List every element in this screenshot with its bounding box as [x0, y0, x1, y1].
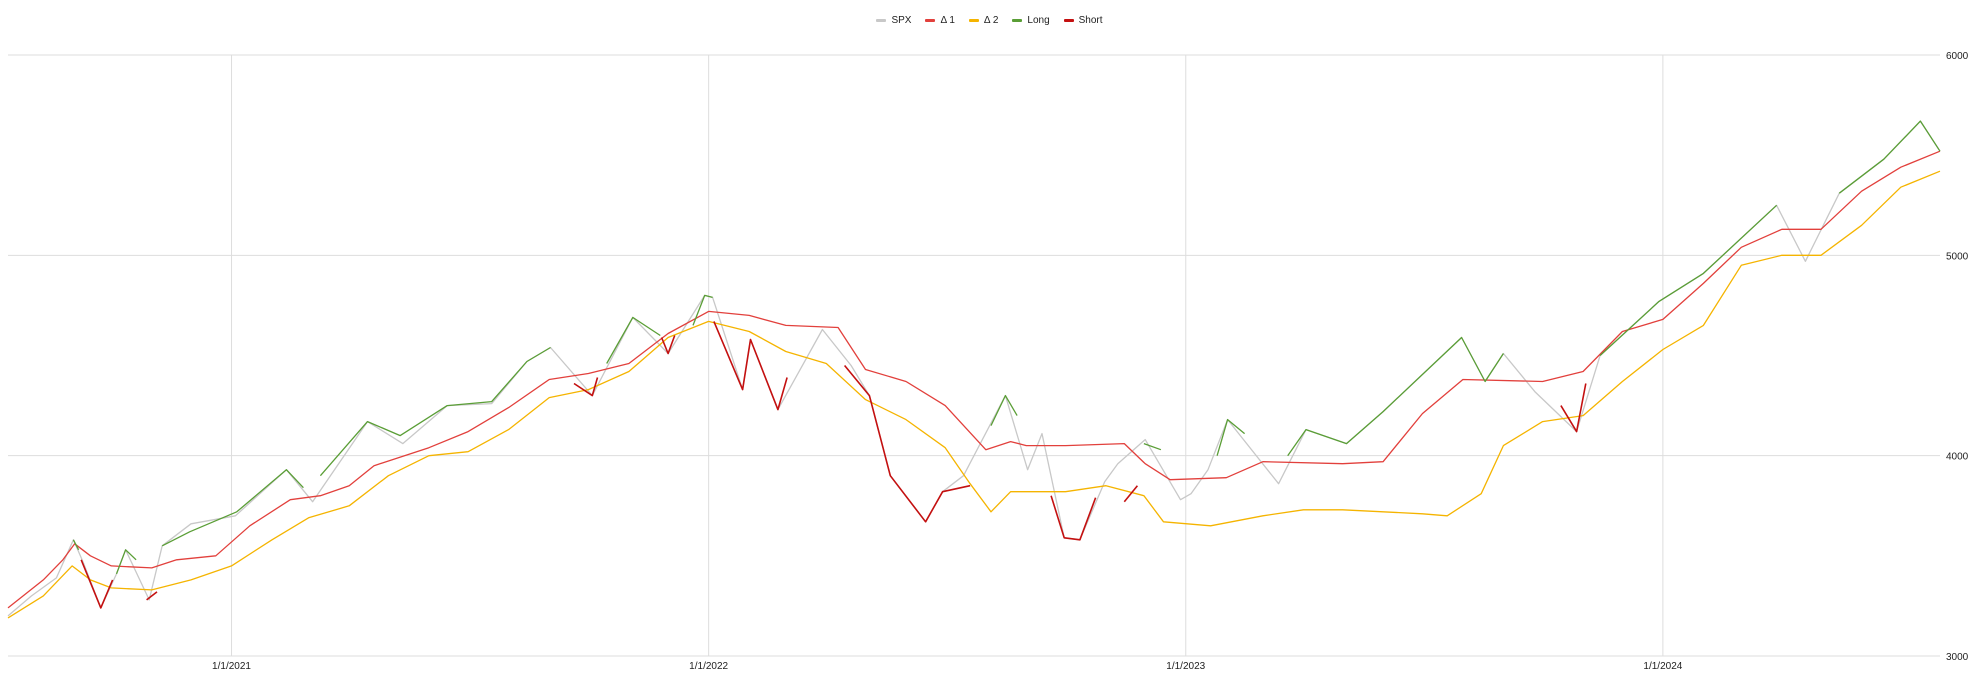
series-line-long-10[interactable]	[1599, 204, 1778, 356]
series-line-short-4[interactable]	[713, 321, 788, 411]
series-long	[72, 120, 1941, 575]
series-line-short-6[interactable]	[1050, 495, 1097, 541]
y-tick-label-5000: 5000	[1946, 251, 1969, 262]
legend-item-short[interactable]: Short	[1063, 15, 1103, 26]
series-line-long-4[interactable]	[606, 316, 661, 364]
y-axis: 3000 4000 5000 6000	[1946, 51, 1969, 663]
series-line-long-2[interactable]	[161, 469, 304, 547]
legend-label-long: Long	[1027, 15, 1050, 26]
series-line-long-7[interactable]	[1143, 442, 1162, 451]
series-line-long-5[interactable]	[692, 294, 713, 326]
series-line-short-8[interactable]	[1560, 383, 1587, 433]
series-line-short-1[interactable]	[146, 591, 158, 601]
series-line-long-3[interactable]	[319, 346, 551, 477]
series-short	[80, 321, 1587, 609]
series-spx	[7, 120, 1941, 617]
series-line-spx[interactable]	[7, 120, 1941, 617]
series-line-short-2[interactable]	[573, 377, 599, 397]
legend-item-long[interactable]: Long	[1012, 15, 1050, 26]
series-delta2	[7, 170, 1941, 619]
legend-swatch-spx	[876, 19, 887, 22]
legend-item-delta2[interactable]: Δ 2	[968, 15, 999, 26]
series-line-delta1[interactable]	[7, 150, 1941, 609]
legend-label-short: Short	[1078, 15, 1103, 26]
grid	[8, 54, 1940, 657]
legend-label-delta2: Δ 2	[983, 15, 999, 26]
y-tick-label-4000: 4000	[1946, 452, 1969, 463]
series-line-long-6[interactable]	[990, 394, 1018, 426]
series-line-long-0[interactable]	[72, 539, 80, 551]
series-line-long-1[interactable]	[115, 549, 137, 575]
series-delta1	[7, 150, 1941, 609]
legend-swatch-delta1	[925, 19, 936, 22]
chart-legend: SPX Δ 1 Δ 2 Long Short	[0, 15, 1979, 26]
plot-area	[7, 120, 1941, 619]
x-tick-label-2024: 1/1/2024	[1643, 661, 1682, 672]
legend-item-spx[interactable]: SPX	[876, 15, 911, 26]
legend-label-delta1: Δ 1	[940, 15, 955, 26]
series-line-short-0[interactable]	[80, 559, 114, 609]
series-line-long-11[interactable]	[1838, 120, 1941, 194]
legend-swatch-long	[1012, 19, 1023, 22]
x-axis: 1/1/2021 1/1/2022 1/1/2023 1/1/2024	[212, 661, 1683, 672]
y-tick-label-6000: 6000	[1946, 51, 1969, 62]
y-tick-label-3000: 3000	[1946, 652, 1969, 663]
series-line-long-9[interactable]	[1287, 336, 1504, 457]
legend-swatch-short	[1063, 19, 1074, 22]
x-tick-label-2022: 1/1/2022	[689, 661, 728, 672]
series-line-delta2[interactable]	[7, 170, 1941, 619]
legend-label-spx: SPX	[891, 15, 912, 26]
x-tick-label-2023: 1/1/2023	[1166, 661, 1205, 672]
legend-item-delta1[interactable]: Δ 1	[925, 15, 955, 26]
legend-swatch-delta2	[968, 19, 979, 22]
x-tick-label-2021: 1/1/2021	[212, 661, 251, 672]
series-line-short-3[interactable]	[660, 335, 676, 355]
series-line-long-8[interactable]	[1216, 418, 1246, 456]
series-line-short-5[interactable]	[843, 364, 971, 523]
series-line-short-7[interactable]	[1123, 485, 1139, 503]
